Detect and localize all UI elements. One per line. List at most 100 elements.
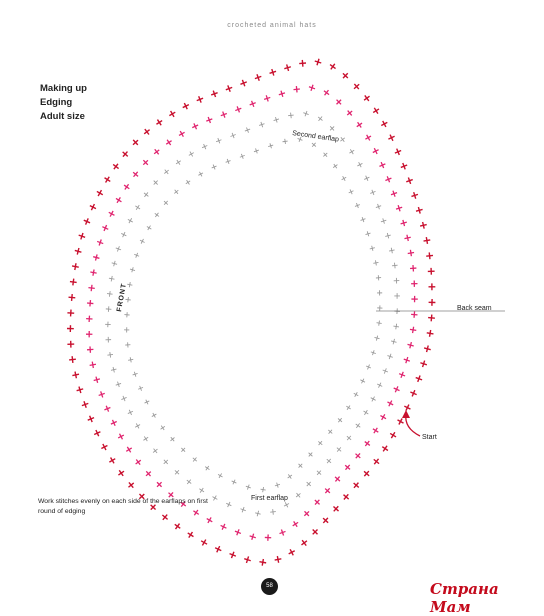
stitch-mark-round-1 [360, 216, 367, 223]
stitch-mark-round-1 [125, 342, 131, 348]
stitch-mark-round-3 [353, 451, 362, 460]
stitch-mark-round-4 [415, 374, 424, 383]
stitch-mark-round-3 [293, 86, 300, 93]
stitch-mark-round-3 [249, 533, 257, 541]
stitch-mark-round-2 [126, 217, 134, 225]
stitch-mark-round-2 [270, 509, 276, 515]
stitch-mark-round-4 [380, 119, 389, 128]
stitch-mark-round-3 [98, 390, 106, 398]
stitch-mark-round-4 [388, 431, 397, 440]
stitch-mark-round-3 [234, 105, 242, 113]
stitch-mark-round-3 [220, 111, 228, 119]
stitch-mark-round-1 [151, 412, 158, 419]
stitch-mark-round-4 [426, 329, 434, 337]
stitch-mark-round-3 [86, 331, 92, 337]
stitch-mark-round-3 [87, 300, 94, 307]
stitch-mark-round-4 [69, 278, 77, 286]
stitch-mark-round-4 [120, 149, 130, 159]
stitch-mark-round-1 [345, 404, 352, 411]
stitch-mark-round-4 [142, 127, 152, 137]
stitch-mark-round-2 [115, 381, 122, 388]
stitch-mark-round-4 [168, 109, 177, 118]
stitch-mark-round-4 [67, 309, 74, 316]
stitch-mark-round-1 [297, 462, 304, 469]
stitch-mark-round-2 [162, 458, 170, 466]
stitch-mark-round-4 [243, 555, 252, 564]
stitch-mark-round-1 [307, 451, 314, 458]
stitch-mark-round-2 [201, 143, 208, 150]
stitch-mark-round-4 [126, 480, 136, 490]
stitch-mark-round-2 [325, 457, 333, 465]
stitch-mark-round-2 [345, 434, 353, 442]
stitch-mark-round-1 [376, 320, 382, 326]
stitch-mark-round-4 [108, 456, 117, 465]
stitch-mark-round-1 [373, 260, 379, 266]
stitch-mark-round-2 [108, 275, 115, 282]
stitch-mark-round-3 [322, 88, 331, 97]
stitch-mark-round-4 [428, 268, 435, 275]
stitch-mark-round-2 [142, 435, 150, 443]
stitch-mark-round-2 [385, 232, 392, 239]
stitch-mark-round-4 [400, 162, 409, 171]
stitch-mark-round-2 [339, 136, 347, 144]
stitch-mark-round-4 [283, 63, 291, 71]
stitch-mark-round-3 [379, 413, 388, 422]
stitch-mark-round-1 [370, 349, 377, 356]
stitch-mark-round-4 [225, 84, 234, 93]
stitch-mark-round-4 [155, 118, 164, 127]
front-label: FRONT [116, 282, 128, 312]
stitch-mark-round-4 [341, 71, 351, 81]
stitch-mark-round-1 [310, 141, 317, 148]
stitch-mark-round-4 [410, 191, 419, 200]
stitch-mark-round-3 [390, 190, 398, 198]
stitch-mark-round-2 [363, 175, 370, 182]
stitch-mark-round-4 [111, 162, 121, 172]
stitch-mark-round-4 [423, 237, 431, 245]
stitch-mark-round-4 [100, 442, 109, 451]
stitch-mark-round-1 [159, 424, 166, 431]
stitch-mark-round-3 [404, 234, 412, 242]
stitch-mark-round-2 [240, 506, 247, 513]
stitch-mark-round-2 [394, 278, 400, 284]
stitch-mark-round-4 [428, 299, 435, 306]
stitch-mark-round-1 [128, 357, 134, 363]
stitch-mark-round-2 [283, 501, 291, 509]
start-label: Start [422, 434, 437, 441]
stitch-mark-round-2 [152, 179, 160, 187]
stitch-mark-round-3 [392, 385, 400, 393]
stitch-mark-round-3 [409, 326, 416, 333]
stitch-mark-round-2 [105, 321, 111, 327]
stitch-mark-round-3 [101, 224, 109, 232]
stitch-mark-round-3 [407, 341, 415, 349]
stitch-mark-round-3 [155, 480, 164, 489]
stitch-mark-round-1 [139, 238, 146, 245]
stitch-mark-round-3 [88, 284, 95, 291]
stitch-mark-round-4 [419, 360, 428, 369]
stitch-mark-round-1 [286, 473, 293, 480]
stitch-mark-round-3 [177, 130, 186, 139]
stitch-mark-round-2 [151, 447, 159, 455]
stitch-mark-round-3 [411, 296, 417, 302]
stitch-mark-round-3 [122, 182, 131, 191]
stitch-mark-round-4 [415, 206, 423, 214]
stitch-mark-round-1 [143, 399, 150, 406]
stitch-mark-round-4 [341, 492, 351, 502]
stitch-mark-round-3 [87, 346, 94, 353]
stitch-mark-round-4 [362, 93, 372, 103]
stitch-mark-round-4 [239, 79, 248, 88]
stitch-mark-round-3 [164, 138, 173, 147]
stitch-mark-round-1 [146, 224, 153, 231]
stitch-mark-round-3 [411, 311, 418, 318]
stitch-mark-round-1 [204, 464, 211, 471]
stitch-mark-round-4 [82, 217, 91, 226]
watermark-logo: Страна Мам [430, 580, 544, 616]
stitch-mark-round-2 [356, 161, 364, 169]
stitch-mark-round-4 [199, 538, 208, 547]
stitch-mark-round-4 [78, 232, 87, 241]
stitch-mark-round-4 [328, 62, 337, 71]
stitch-mark-round-2 [134, 422, 142, 430]
stitch-mark-round-4 [310, 527, 320, 537]
stitch-mark-round-4 [428, 314, 435, 321]
stitch-mark-round-1 [327, 428, 334, 435]
stitch-mark-round-3 [114, 196, 123, 205]
